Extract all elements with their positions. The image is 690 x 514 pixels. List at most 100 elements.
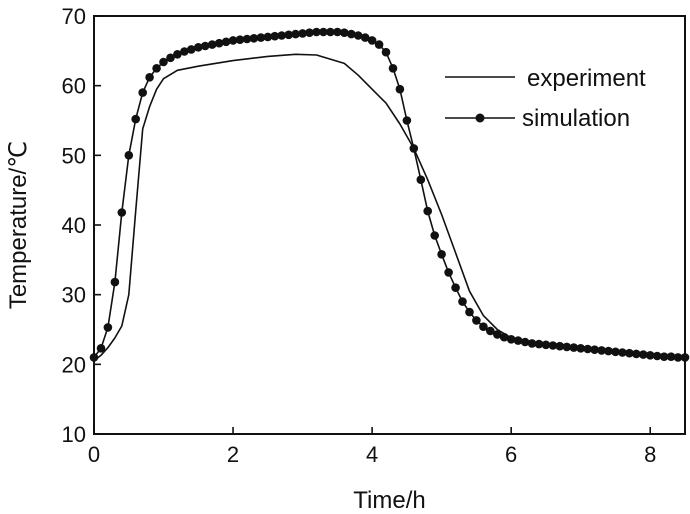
- data-point-simulation: [138, 88, 147, 97]
- data-point-simulation: [437, 250, 446, 259]
- legend: experiment simulation: [445, 65, 646, 132]
- data-point-simulation: [645, 351, 655, 360]
- x-tick-label: 6: [505, 442, 517, 467]
- data-point-simulation: [506, 335, 516, 344]
- data-point-simulation: [256, 33, 266, 42]
- data-point-simulation: [242, 34, 252, 44]
- data-point-simulation: [159, 57, 168, 67]
- data-point-simulation: [353, 31, 363, 40]
- data-point-simulation: [639, 350, 648, 359]
- data-point-simulation: [249, 34, 259, 43]
- y-tick-label: 30: [62, 283, 86, 308]
- data-point-simulation: [465, 307, 474, 317]
- data-point-simulation: [555, 341, 565, 351]
- data-point-simulation: [652, 351, 662, 361]
- data-point-simulation: [96, 344, 106, 353]
- x-tick-label: 2: [227, 442, 239, 467]
- data-point-simulation: [270, 31, 280, 41]
- data-point-simulation: [124, 151, 134, 160]
- data-point-simulation: [367, 36, 377, 45]
- data-point-simulation: [576, 344, 585, 353]
- data-point-simulation: [632, 349, 641, 359]
- data-point-simulation: [604, 346, 613, 356]
- data-point-simulation: [277, 31, 287, 40]
- x-tick-label: 4: [366, 442, 378, 467]
- data-point-simulation: [409, 144, 419, 153]
- data-point-simulation: [416, 175, 426, 184]
- data-point-simulation: [360, 33, 370, 42]
- data-point-simulation: [326, 27, 335, 37]
- data-point-simulation: [569, 343, 579, 352]
- data-point-simulation: [117, 208, 127, 217]
- data-point-simulation: [472, 316, 481, 325]
- data-point-simulation: [625, 348, 634, 358]
- data-point-simulation: [152, 64, 161, 73]
- data-point-simulation: [284, 30, 294, 40]
- x-tick-label: 0: [88, 442, 100, 467]
- data-point-simulation: [381, 47, 391, 57]
- data-point-simulation: [451, 283, 460, 293]
- data-point-simulation: [235, 35, 245, 44]
- data-point-simulation: [562, 342, 572, 352]
- data-point-simulation: [340, 28, 349, 37]
- data-point-simulation: [444, 268, 453, 277]
- y-tick-label: 70: [62, 4, 86, 29]
- axis-ticks: 0 2 4 6 8 10 20 30 40 50 60 70: [62, 4, 657, 467]
- data-point-simulation: [493, 330, 502, 339]
- data-point-simulation: [312, 27, 321, 37]
- data-point-simulation: [659, 352, 669, 362]
- data-point-simulation: [479, 322, 488, 332]
- series-line-experiment: [93, 53, 686, 362]
- data-point-simulation: [673, 353, 683, 362]
- legend-label-simulation: simulation: [522, 105, 630, 132]
- data-point-simulation: [548, 341, 558, 350]
- data-point-simulation: [145, 73, 154, 82]
- y-tick-label: 20: [62, 352, 86, 377]
- data-point-simulation: [458, 297, 467, 306]
- data-point-simulation: [110, 277, 120, 287]
- data-point-simulation: [590, 345, 599, 355]
- data-point-simulation: [388, 64, 398, 73]
- data-point-simulation: [187, 45, 196, 54]
- x-axis-title: Time/h: [353, 487, 425, 514]
- data-point-simulation: [597, 346, 606, 355]
- data-point-simulation: [166, 53, 175, 63]
- data-point-simulation: [319, 27, 328, 37]
- y-tick-label: 40: [62, 213, 86, 238]
- legend-marker-simulation: [475, 113, 485, 123]
- data-point-simulation: [527, 339, 537, 348]
- y-tick-label: 10: [62, 422, 86, 447]
- data-point-simulation: [423, 206, 433, 216]
- data-point-simulation: [263, 32, 273, 42]
- data-point-simulation: [374, 40, 384, 49]
- data-point-simulation: [180, 47, 189, 56]
- data-point-simulation: [221, 37, 231, 47]
- data-point-simulation: [611, 347, 620, 357]
- data-point-simulation: [499, 332, 509, 342]
- data-point-simulation: [173, 50, 182, 59]
- data-point-simulation: [486, 326, 495, 336]
- data-point-simulation: [402, 116, 412, 125]
- y-tick-label: 50: [62, 143, 86, 168]
- data-point-simulation: [513, 336, 523, 345]
- data-point-simulation: [305, 28, 314, 37]
- legend-label-experiment: experiment: [527, 65, 646, 92]
- x-tick-label: 8: [644, 442, 656, 467]
- data-point-simulation: [520, 337, 530, 347]
- data-point-simulation: [298, 29, 307, 38]
- data-point-simulation: [214, 38, 224, 48]
- data-point-simulation: [228, 36, 238, 45]
- data-point-simulation: [541, 340, 551, 350]
- plot-marks: [89, 27, 690, 362]
- data-point-simulation: [583, 344, 592, 354]
- y-axis-title: Temperature/℃: [5, 141, 32, 309]
- data-point-simulation: [200, 41, 210, 51]
- data-point-simulation: [666, 352, 676, 362]
- data-point-simulation: [207, 40, 217, 49]
- y-tick-label: 60: [62, 74, 86, 99]
- data-point-simulation: [103, 323, 113, 332]
- data-point-simulation: [131, 114, 140, 124]
- data-point-simulation: [194, 43, 203, 52]
- data-point-simulation: [333, 27, 342, 37]
